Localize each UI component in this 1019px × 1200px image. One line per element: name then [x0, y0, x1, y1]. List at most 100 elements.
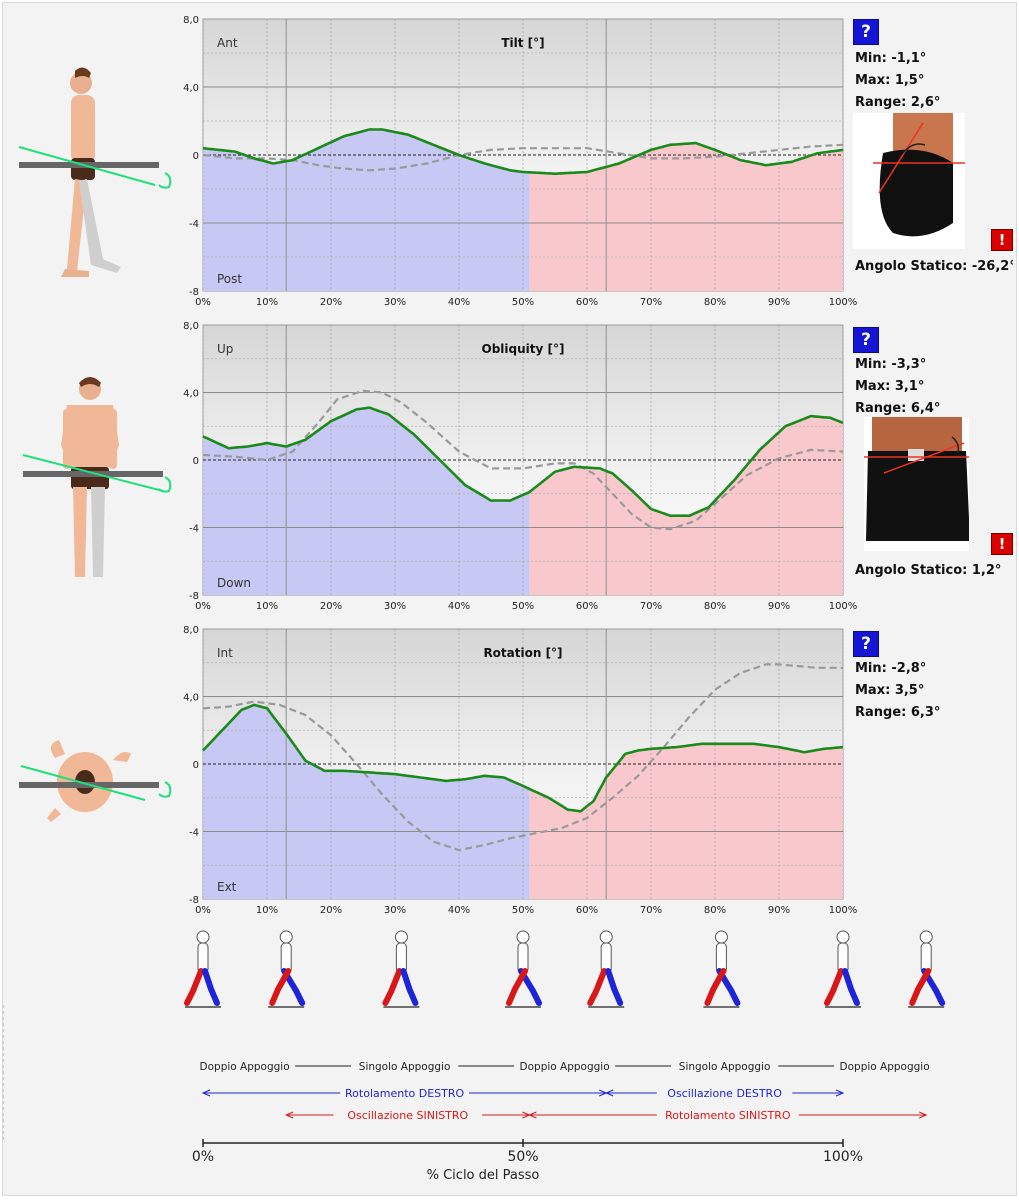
- rotation-xtick-label: 50%: [512, 905, 534, 916]
- tilt-ytick-label: 0: [193, 151, 199, 162]
- obliquity-static-angle: Angolo Statico: 1,2°: [855, 563, 1002, 578]
- gait-figure-icon: [703, 930, 741, 1008]
- rotation-min: Min: -2,8°: [855, 661, 927, 676]
- obliquity-bottom-label: Down: [217, 576, 251, 590]
- left-phase-label: Oscillazione SINISTRO: [347, 1109, 468, 1122]
- help-button-tilt[interactable]: ?: [853, 19, 879, 45]
- kinematics-charts: 8,04,00-4-80% 10% 20% 30% 40% 50% 60% 70% 80% 90%…: [183, 15, 857, 916]
- tilt-title: Tilt [°]: [501, 36, 544, 50]
- support-phase-label: Singolo Appoggio: [679, 1061, 771, 1073]
- obliquity-xtick-label: 0%: [195, 601, 211, 612]
- tilt-xtick-label: 80%: [704, 297, 726, 308]
- tilt-photo: [853, 113, 965, 249]
- rotation-xtick-label: 70%: [640, 905, 662, 916]
- obliquity-ytick-label: -4: [189, 524, 199, 535]
- rotation-xtick-label: 60%: [576, 905, 598, 916]
- obliquity-title: Obliquity [°]: [482, 342, 565, 356]
- obliquity-warning-icon[interactable]: !: [991, 533, 1013, 555]
- obliquity-xtick-label: 90%: [768, 601, 790, 612]
- obliquity-chart: 8,0 4,0 0 -4 -80% 10% 20% 30% 40% 50% 60% 70% 80% 90%…: [183, 321, 857, 612]
- gait-figure-icon: [824, 930, 861, 1008]
- rotation-reference-line: [202, 663, 843, 852]
- right-phase-label: Oscillazione DESTRO: [667, 1087, 782, 1100]
- tilt-xtick-label: 50%: [512, 297, 534, 308]
- rotation-title: Rotation [°]: [483, 646, 562, 660]
- rotation-xtick-label: 30%: [384, 905, 406, 916]
- obliquity-ytick-label: 0: [193, 456, 199, 467]
- tilt-min: Min: -1,1°: [855, 51, 927, 66]
- obliquity-min: Min: -3,3°: [855, 357, 927, 372]
- rotation-ytick-label: -4: [189, 828, 199, 839]
- cycle-axis-label: % Ciclo del Passo: [427, 1168, 540, 1183]
- gait-figure-icon: [505, 930, 542, 1008]
- obliquity-photo: [864, 417, 969, 551]
- gait-cycle-timeline: Doppio Appoggio Singolo Appoggio Doppio Ap…: [3, 930, 946, 1183]
- tilt-bottom-label: Post: [217, 272, 242, 286]
- support-phase-label: Singolo Appoggio: [359, 1061, 451, 1073]
- tilt-xtick-label: 20%: [320, 297, 342, 308]
- gait-figure-icon: [382, 930, 420, 1008]
- obliquity-top-label: Up: [217, 342, 233, 356]
- tilt-xtick-label: 30%: [384, 297, 406, 308]
- tilt-xtick-label: 100%: [829, 297, 858, 308]
- tilt-static-angle: Angolo Statico: -26,2°: [855, 259, 1013, 274]
- obliquity-xtick-label: 30%: [384, 601, 406, 612]
- obliquity-xtick-label: 20%: [320, 601, 342, 612]
- obliquity-xtick-label: 60%: [576, 601, 598, 612]
- rotation-bottom-label: Ext: [217, 880, 237, 894]
- gait-figure-icon: [268, 930, 306, 1008]
- rotation-ytick-label: 4,0: [183, 693, 199, 704]
- cycle-axis-tick-label: 0%: [192, 1149, 214, 1165]
- rotation-ytick-label: -8: [189, 895, 199, 906]
- gait-figure-icon: [184, 930, 221, 1008]
- obliquity-ytick-label: -8: [189, 591, 199, 602]
- obliquity-xtick-label: 10%: [256, 601, 278, 612]
- rotation-ytick-label: 8,0: [183, 625, 199, 636]
- support-phase-label: Doppio Appoggio: [840, 1061, 930, 1073]
- tilt-warning-icon[interactable]: !: [991, 229, 1013, 251]
- support-phase-label: Doppio Appoggio: [520, 1061, 610, 1073]
- cycle-axis-tick-label: 50%: [507, 1149, 538, 1165]
- obliquity-patient-line: [202, 406, 844, 518]
- rotation-xtick-label: 90%: [768, 905, 790, 916]
- rotation-xtick-label: 40%: [448, 905, 470, 916]
- tilt-xtick-label: 10%: [256, 297, 278, 308]
- obliquity-ytick-label: 4,0: [183, 389, 199, 400]
- tilt-patient-line: [202, 128, 844, 176]
- rotation-figure-icon: [19, 740, 172, 822]
- tilt-ytick-label: -4: [189, 219, 199, 230]
- rotation-patient-line: [202, 703, 844, 813]
- obliquity-reference-line: [202, 389, 844, 531]
- left-phase-label: Rotolamento SINISTRO: [665, 1109, 791, 1122]
- rotation-chart: 8,0 4,0 0 -4 -80% 10% 20% 30% 40% 50% 60% 70% 80% 90%…: [183, 625, 857, 916]
- obliquity-xtick-label: 80%: [704, 601, 726, 612]
- tilt-reference-line: [202, 143, 844, 172]
- tilt-xtick-label: 40%: [448, 297, 470, 308]
- tilt-range: Range: 2,6°: [855, 95, 941, 110]
- obliquity-xtick-label: 40%: [448, 601, 470, 612]
- tilt-top-label: Ant: [217, 36, 238, 50]
- obliquity-max: Max: 3,1°: [855, 379, 925, 394]
- obliquity-range: Range: 6,4°: [855, 401, 941, 416]
- rotation-max: Max: 3,5°: [855, 683, 925, 698]
- tilt-figure-icon: [18, 67, 172, 277]
- tilt-ytick-label: -8: [189, 287, 199, 298]
- obliquity-figure-icon: [22, 377, 172, 577]
- obliquity-xtick-label: 100%: [829, 601, 858, 612]
- help-button-obliquity[interactable]: ?: [853, 327, 879, 353]
- tilt-xtick-label: 60%: [576, 297, 598, 308]
- obliquity-ytick-label: 8,0: [183, 321, 199, 332]
- tilt-max: Max: 1,5°: [855, 73, 925, 88]
- obliquity-xtick-label: 70%: [640, 601, 662, 612]
- help-button-rotation[interactable]: ?: [853, 631, 879, 657]
- rotation-range: Range: 6,3°: [855, 705, 941, 720]
- obliquity-xtick-label: 50%: [512, 601, 534, 612]
- right-phase-label: Rotolamento DESTRO: [345, 1087, 464, 1100]
- rotation-xtick-label: 100%: [829, 905, 858, 916]
- rotation-xtick-label: 0%: [195, 905, 211, 916]
- rotation-xtick-label: 80%: [704, 905, 726, 916]
- rotation-xtick-label: 10%: [256, 905, 278, 916]
- tilt-ytick-label: 8,0: [183, 15, 199, 26]
- tilt-chart: 8,0 4,0 0 -4 -80% 10% 20% 30% 40% 50% 60% 70% 80% 90%…: [183, 15, 857, 308]
